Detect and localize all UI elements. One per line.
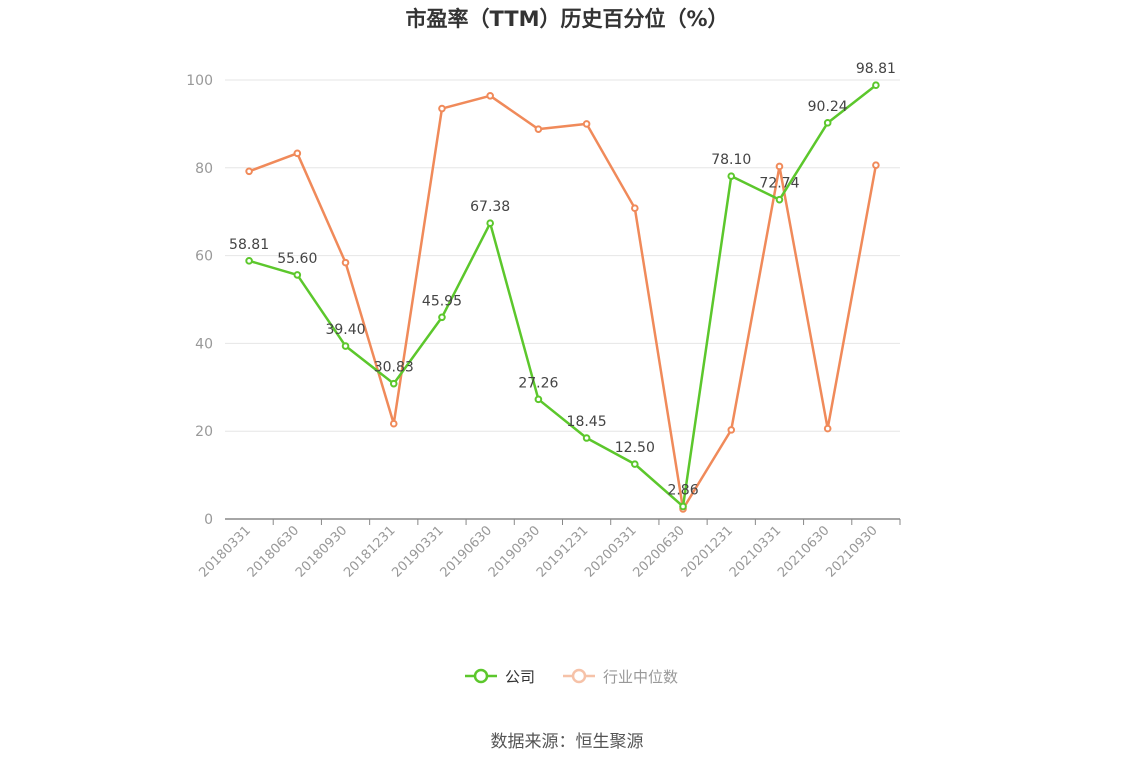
- data-point[interactable]: [823, 424, 832, 433]
- series-layer: [245, 81, 880, 513]
- data-label: 98.81: [856, 61, 896, 77]
- data-label: 2.86: [667, 482, 698, 498]
- data-point[interactable]: [823, 119, 832, 127]
- data-point[interactable]: [486, 92, 494, 100]
- x-tick-label: 20190331: [389, 523, 446, 580]
- legend[interactable]: 公司 行业中位数: [465, 668, 678, 686]
- series-line: [248, 94, 878, 511]
- data-label: 72.74: [759, 176, 799, 192]
- data-point[interactable]: [775, 162, 784, 171]
- legend-label: 公司: [505, 668, 535, 686]
- series-1: [245, 92, 880, 513]
- data-point[interactable]: [341, 342, 350, 350]
- data-label: 30.83: [374, 360, 414, 376]
- series-0: [245, 81, 880, 511]
- y-tick-label: 0: [204, 512, 213, 528]
- grid-lines: [225, 79, 900, 432]
- data-label: 78.10: [711, 152, 751, 168]
- legend-label: 行业中位数: [603, 668, 678, 686]
- series-line: [248, 84, 877, 508]
- x-tick-label: 20190630: [438, 523, 495, 580]
- data-point[interactable]: [582, 120, 591, 128]
- x-tick-label: 20180930: [293, 523, 350, 580]
- data-label: 67.38: [470, 199, 510, 215]
- chart-title: 市盈率（TTM）历史百分位（%）: [405, 7, 728, 31]
- data-point[interactable]: [631, 204, 639, 212]
- data-point[interactable]: [293, 271, 302, 279]
- data-point[interactable]: [341, 258, 350, 267]
- data-label: 90.24: [808, 99, 848, 115]
- data-point[interactable]: [872, 161, 880, 169]
- data-point[interactable]: [389, 379, 398, 388]
- data-point[interactable]: [245, 167, 253, 176]
- x-tick-label: 20191231: [534, 523, 591, 580]
- data-point[interactable]: [389, 419, 398, 428]
- data-point[interactable]: [438, 104, 446, 113]
- x-tick-label: 20210331: [727, 523, 784, 580]
- y-tick-label: 100: [186, 73, 213, 89]
- data-label: 12.50: [615, 440, 655, 456]
- data-point[interactable]: [872, 81, 880, 90]
- data-point[interactable]: [245, 257, 253, 265]
- data-point[interactable]: [727, 172, 736, 180]
- data-point[interactable]: [293, 149, 302, 158]
- data-label: 18.45: [567, 414, 607, 430]
- y-axis: 0 20 40 60 80 100: [186, 73, 213, 528]
- x-tick-label: 20180331: [197, 523, 254, 580]
- data-point[interactable]: [534, 395, 543, 404]
- data-point[interactable]: [727, 426, 736, 434]
- x-axis: 2018033120180630201809302018123120190331…: [197, 518, 901, 581]
- data-label: 27.26: [518, 375, 558, 391]
- legend-marker: [473, 668, 489, 684]
- data-labels: 58.81 55.60 39.40 30.83 45.95 67.38 27.26 18.45…: [229, 61, 896, 498]
- y-tick-label: 40: [195, 336, 213, 352]
- data-point[interactable]: [582, 434, 591, 442]
- x-tick-label: 20200331: [582, 523, 639, 580]
- data-point[interactable]: [631, 460, 639, 468]
- data-label: 58.81: [229, 237, 269, 253]
- data-point[interactable]: [679, 502, 687, 511]
- x-tick-label: 20180630: [245, 523, 302, 580]
- data-label: 39.40: [325, 322, 365, 338]
- x-tick-label: 20181231: [341, 523, 398, 580]
- legend-marker: [571, 668, 587, 684]
- legend-item[interactable]: 行业中位数: [563, 668, 678, 686]
- legend-item[interactable]: 公司: [465, 668, 535, 686]
- y-tick-label: 80: [195, 161, 213, 177]
- data-point[interactable]: [438, 313, 446, 322]
- x-tick-label: 20201231: [679, 523, 736, 580]
- data-point[interactable]: [534, 125, 543, 133]
- x-tick-label: 20210630: [775, 523, 832, 580]
- data-point[interactable]: [486, 219, 494, 228]
- x-tick-label: 20190930: [486, 523, 543, 580]
- y-tick-label: 20: [195, 424, 213, 440]
- x-tick-label: 20210930: [823, 523, 880, 580]
- source-note: 数据来源：恒生聚源: [491, 732, 644, 752]
- y-tick-label: 60: [195, 249, 213, 265]
- data-point[interactable]: [775, 195, 784, 204]
- x-tick-label: 20200630: [630, 523, 687, 580]
- data-label: 55.60: [277, 251, 317, 267]
- data-label: 45.95: [422, 293, 462, 309]
